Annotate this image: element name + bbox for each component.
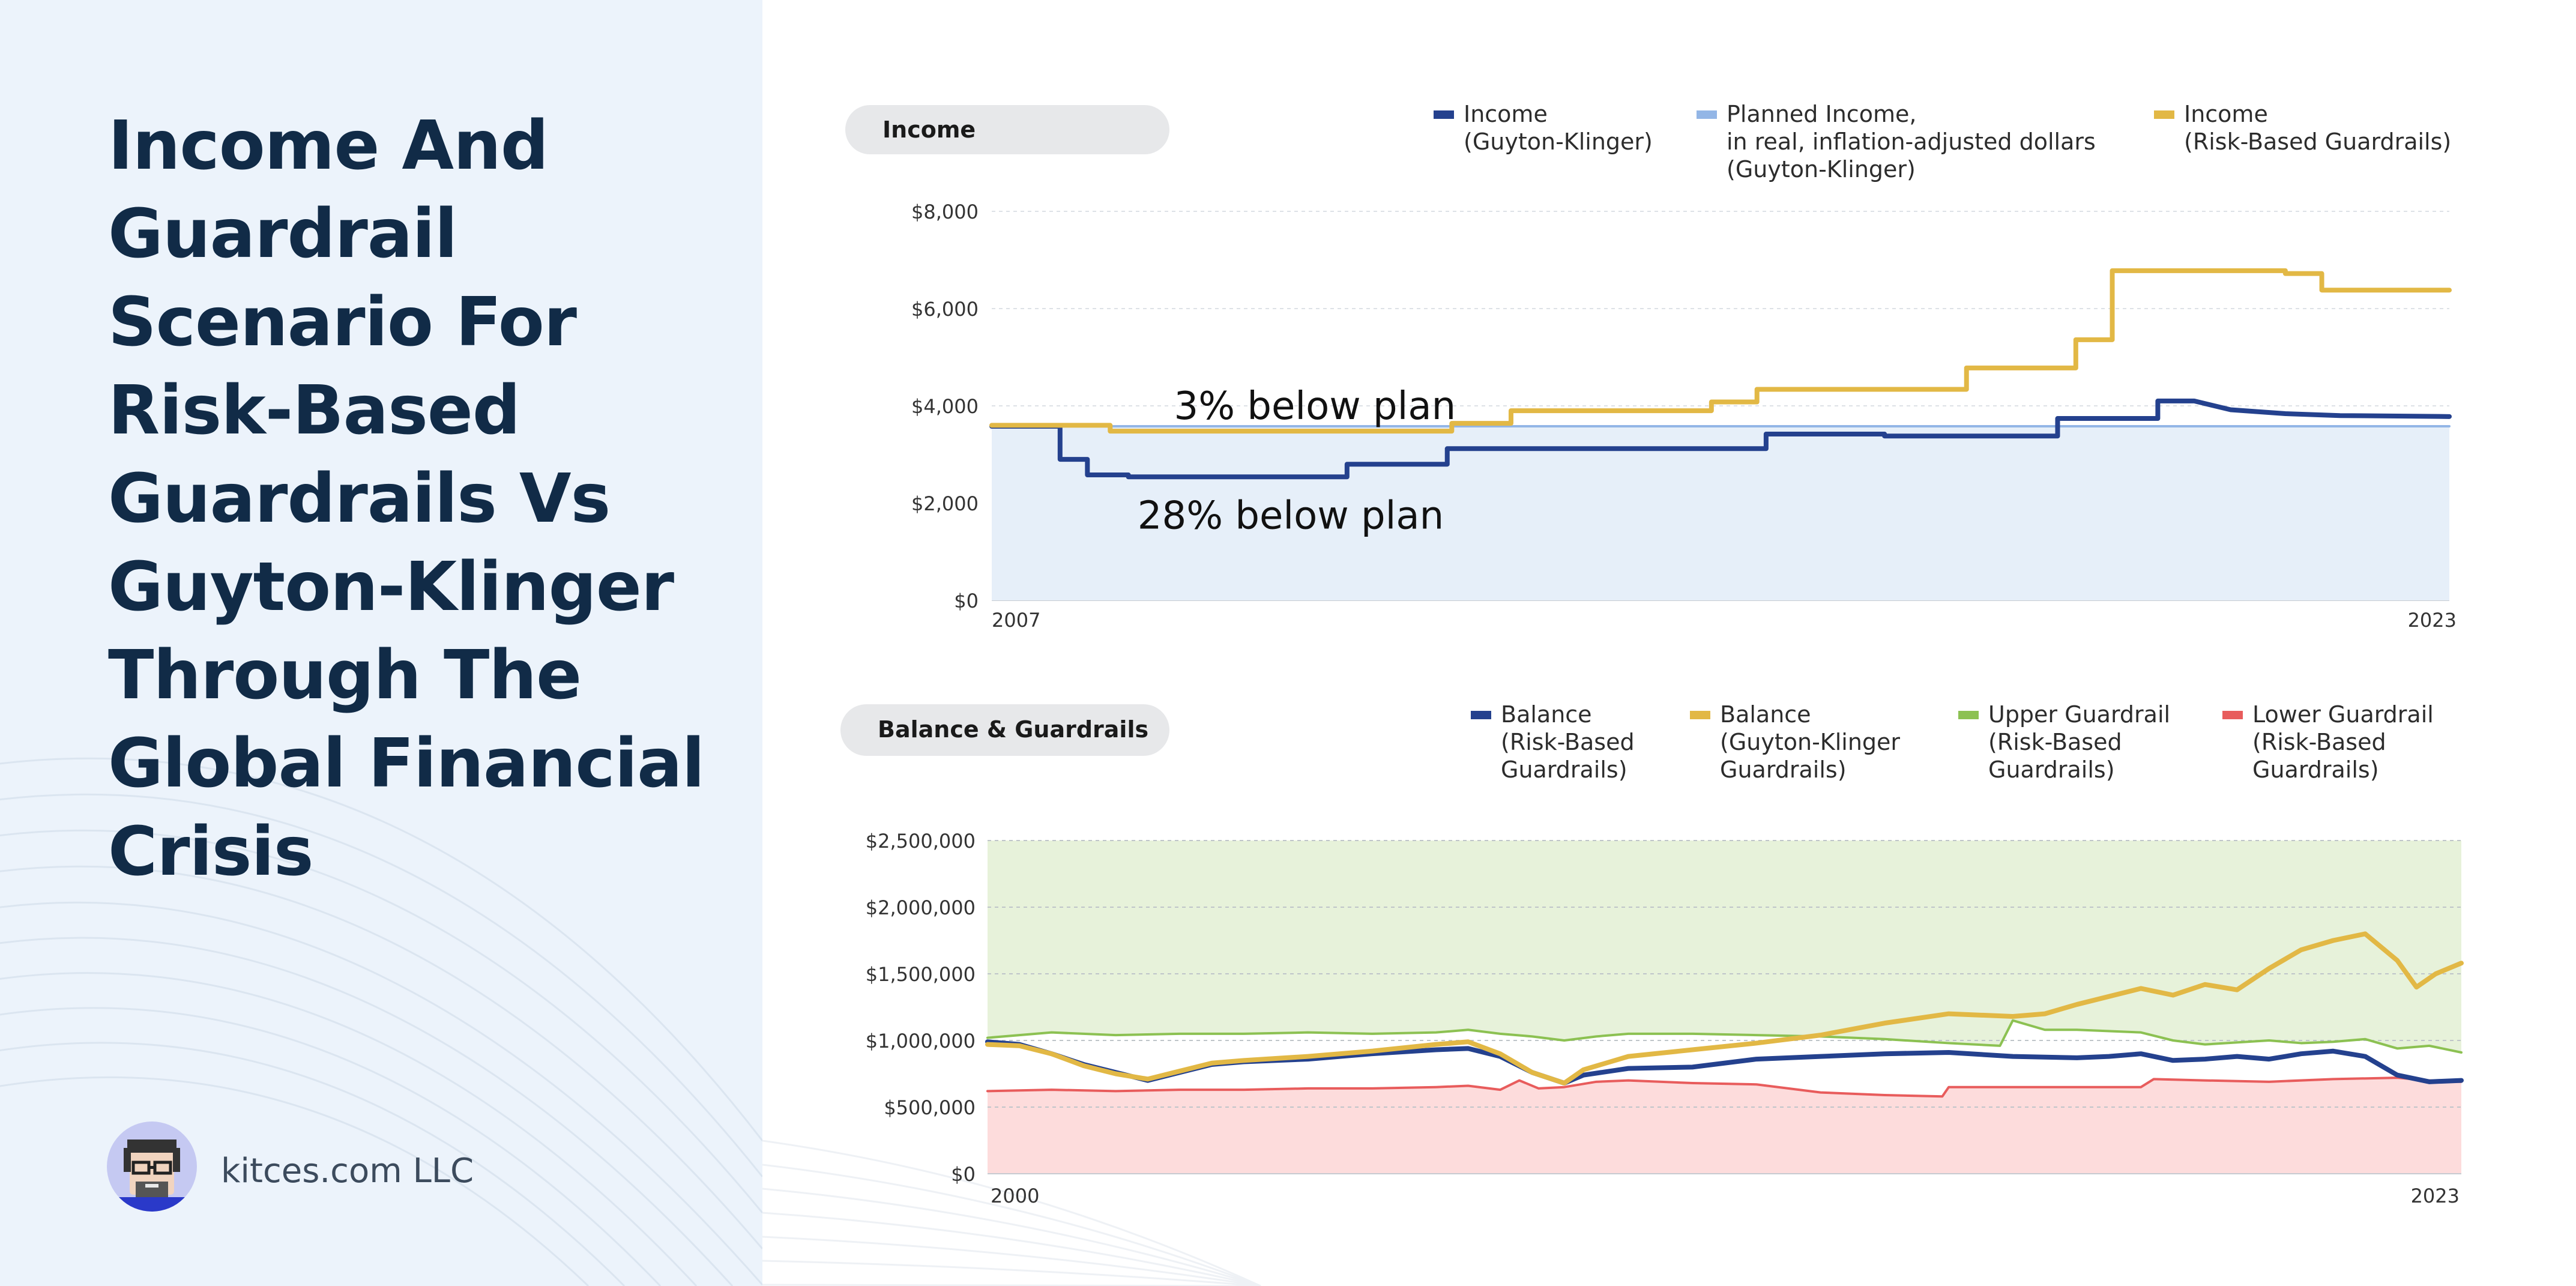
income-chart-y-axis: $0 $2,000 $4,000 $6,000 $8,000	[911, 201, 979, 612]
balance-chart-title: Balance & Guardrails	[878, 716, 1148, 743]
legend-swatch	[1697, 110, 1717, 119]
y-tick-label: $0	[954, 590, 979, 612]
page-title: Income And Guardrail Scenario For Risk-B…	[108, 107, 705, 891]
income-chart-x-axis: 2007 2023	[992, 609, 2457, 632]
c1-line-income-risk-based-guardrails	[989, 268, 2452, 434]
y-tick-label: $4,000	[911, 395, 979, 418]
legend-swatch	[2154, 110, 2174, 119]
balance-chart: Balance & Guardrails Balance (Risk-Based G…	[840, 701, 2464, 1207]
legend-swatch	[1434, 110, 1454, 119]
y-tick-label: $1,500,000	[866, 963, 976, 986]
y-tick-label: $1,000,000	[866, 1030, 976, 1052]
annotation-3-below-plan: 3% below plan	[1174, 384, 1456, 429]
c2-area-lower-guardrail-risk-based-guardrails	[988, 1078, 2461, 1174]
avatar	[107, 1121, 197, 1212]
decorative-arcs	[0, 757, 762, 1286]
legend-label: Balance (Guyton-Klinger Guardrails)	[1720, 701, 1900, 783]
y-tick-label: $2,000,000	[866, 896, 976, 919]
income-chart: Income Income (Guyton-Klinger) Planned Inc…	[845, 101, 2457, 632]
legend-label: Planned Income, in real, inflation-adjust…	[1727, 101, 2096, 183]
income-chart-title: Income	[882, 116, 976, 143]
y-tick-label: $6,000	[911, 298, 979, 321]
y-tick-label: $2,000	[911, 492, 979, 515]
annotation-28-below-plan: 28% below plan	[1138, 494, 1444, 538]
y-tick-label: $0	[951, 1163, 976, 1186]
income-chart-title-pill	[845, 105, 1169, 154]
balance-chart-title-pill	[840, 704, 1169, 756]
c1-area-planned-income-in-real-inflation-adjusted-dollars-guyton-klinger	[992, 426, 2449, 600]
legend-swatch	[1958, 711, 1979, 719]
y-tick-label: $2,500,000	[866, 830, 976, 853]
legend-label: Income (Risk-Based Guardrails)	[2184, 101, 2451, 155]
legend-swatch	[1471, 711, 1491, 719]
c2-line-balance-guyton-klinger-guardrails	[985, 931, 2464, 1086]
x-tick-label-end: 2023	[2411, 1185, 2460, 1207]
c1-line-income-guyton-klinger	[989, 398, 2452, 480]
legend-label: Balance (Risk-Based Guardrails)	[1501, 701, 1635, 783]
y-tick-label: $500,000	[884, 1096, 976, 1119]
legend-label: Upper Guardrail (Risk-Based Guardrails)	[1988, 701, 2170, 783]
x-tick-label-start: 2000	[991, 1185, 1039, 1207]
brand-label: kitces.com LLC	[221, 1152, 474, 1191]
c2-area-upper-guardrail-risk-based-guardrails	[988, 841, 2461, 1052]
c2-line-lower-guardrail-risk-based-guardrails	[986, 1076, 2463, 1098]
balance-chart-y-axis: $0 $500,000 $1,000,000 $1,500,000 $2,000,000…	[866, 830, 976, 1186]
income-chart-annotations: 3% below plan 28% below plan	[1138, 384, 1456, 538]
balance-chart-grid	[988, 840, 2461, 1174]
decorative-lines-right	[762, 1140, 1261, 1286]
left-panel: Income And Guardrail Scenario For Risk-B…	[0, 0, 762, 1286]
x-tick-label-end: 2023	[2408, 609, 2457, 632]
balance-chart-x-axis: 2000 2023	[991, 1185, 2460, 1207]
y-tick-label: $8,000	[911, 201, 979, 223]
legend-label: Income (Guyton-Klinger)	[1464, 101, 1653, 155]
legend-label: Lower Guardrail (Risk-Based Guardrails)	[2252, 701, 2434, 783]
balance-chart-legend: Balance (Risk-Based Guardrails) Balance (Guy…	[1471, 701, 2434, 783]
legend-swatch	[1690, 711, 1710, 719]
legend-swatch	[2222, 711, 2243, 719]
x-tick-label-start: 2007	[992, 609, 1040, 632]
income-chart-legend: Income (Guyton-Klinger) Planned Income, in …	[1434, 101, 2451, 183]
